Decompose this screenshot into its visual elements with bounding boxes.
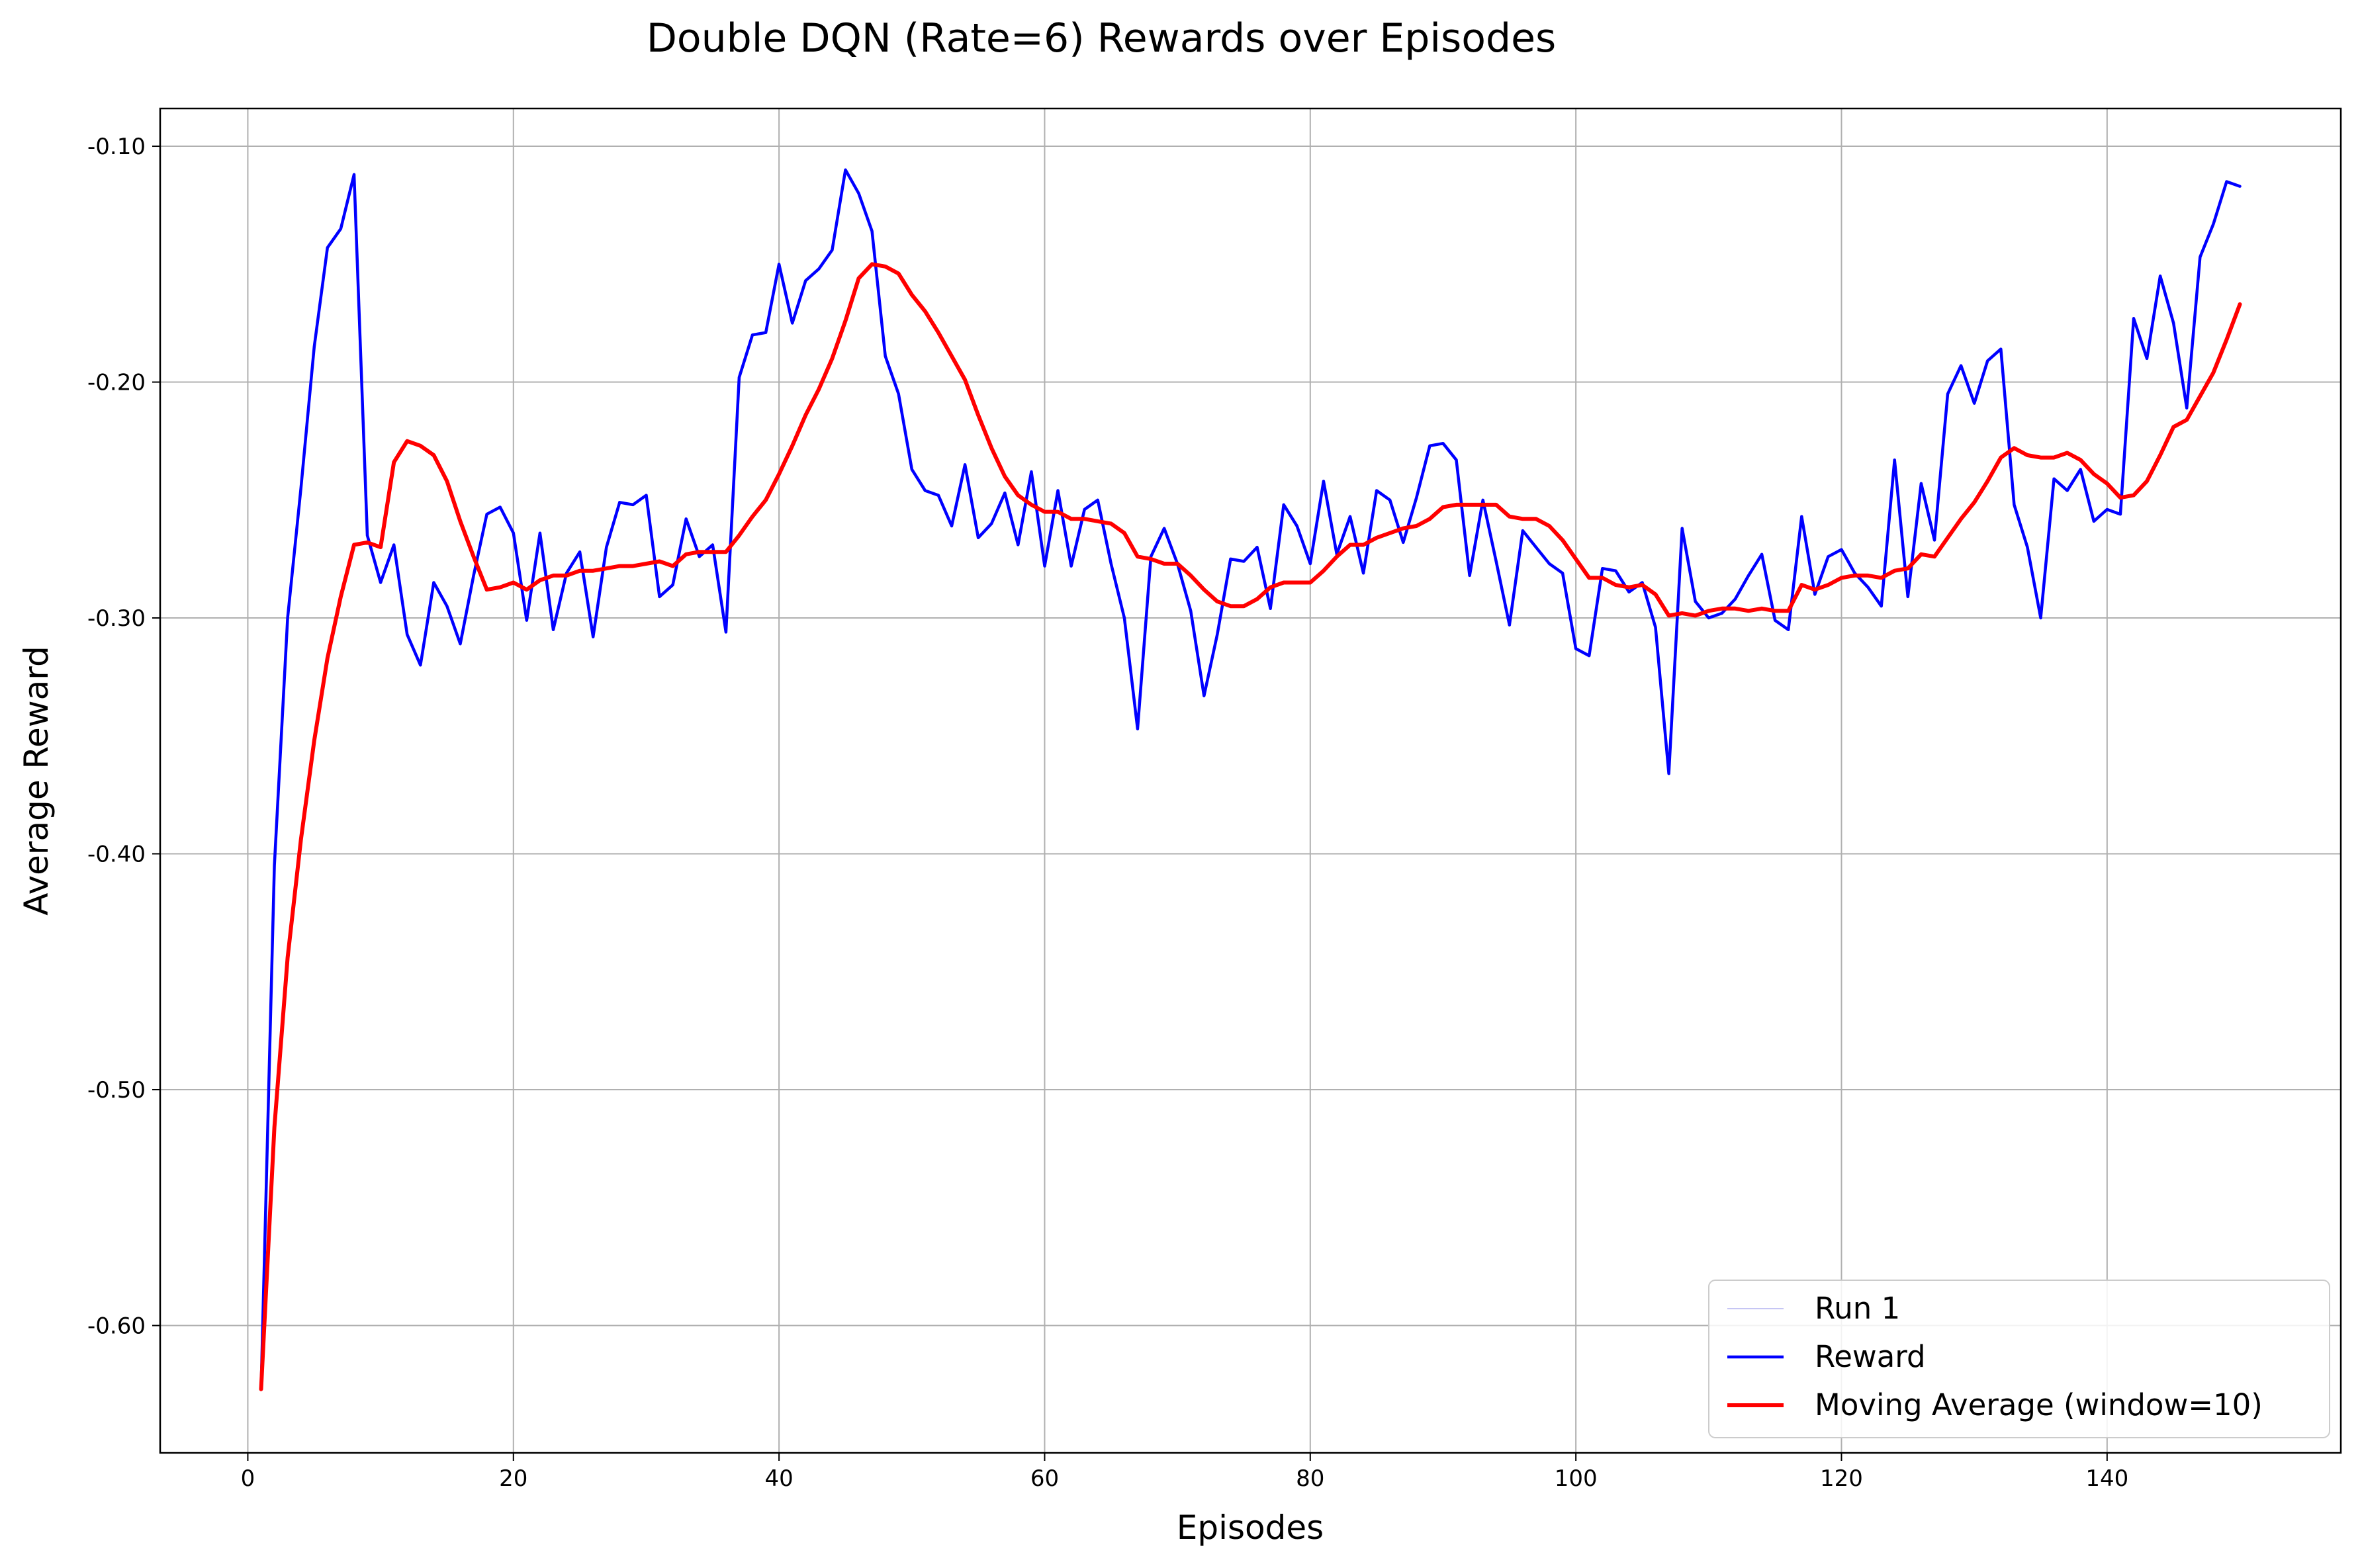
plot-frame [159,107,2342,1454]
x-tick-label: 100 [1555,1465,1598,1492]
x-tick-label: 80 [1296,1465,1324,1492]
x-tick-label: 40 [764,1465,793,1492]
y-tick-label: -0.30 [87,605,146,632]
legend: Run 1 Reward Moving Average (window=10) [1708,1280,2330,1438]
chart-title: Double DQN (Rate=6) Rewards over Episode… [647,15,1557,62]
y-tick-label: -0.20 [87,370,146,396]
legend-label-run-1: Run 1 [1815,1291,1900,1326]
x-tick-label: 20 [499,1465,527,1492]
axis-ticks: 0 20 40 60 80 100 120 140 -0.10 -0.20 -0.30 -0.40 -0… [87,134,2128,1492]
reward-line [259,168,2242,1391]
legend-label-reward: Reward [1815,1339,1926,1374]
grid [160,109,2341,1453]
moving-average-line [259,262,2242,1391]
x-tick-label: 60 [1030,1465,1059,1492]
y-tick-label: -0.40 [87,842,146,868]
x-tick-label: 140 [2085,1465,2128,1492]
series-lines [259,168,2242,1391]
x-tick-label: 120 [1820,1465,1863,1492]
y-tick-label: -0.60 [87,1313,146,1339]
y-axis-label: Average Reward [17,646,56,915]
y-tick-label: -0.10 [87,134,146,160]
y-tick-label: -0.50 [87,1077,146,1104]
legend-label-moving-average: Moving Average (window=10) [1815,1387,2263,1422]
x-axis-label: Episodes [1177,1508,1324,1547]
x-tick-label: 0 [241,1465,255,1492]
legend-box [1708,1280,2330,1438]
